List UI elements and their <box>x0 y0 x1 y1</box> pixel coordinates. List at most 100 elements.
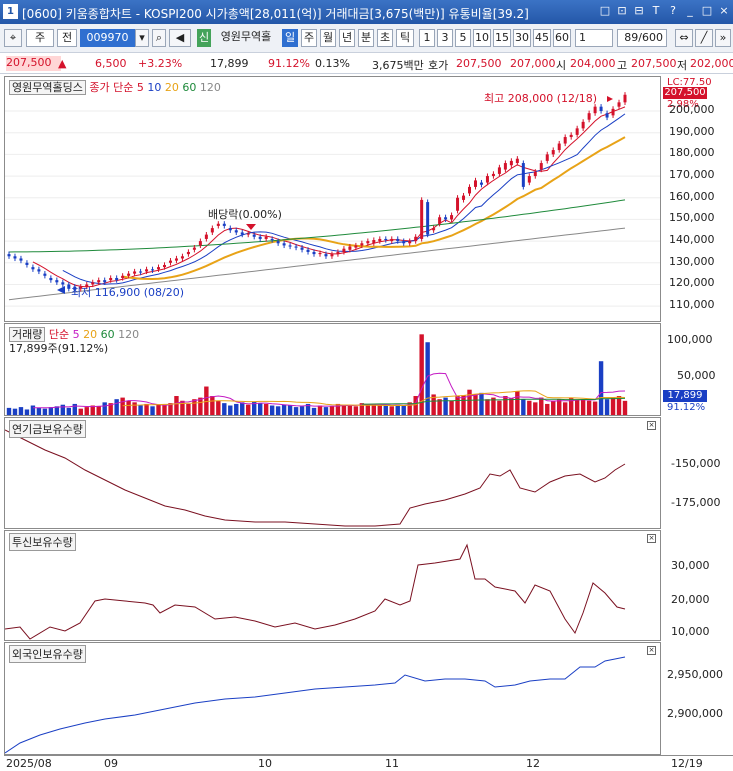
candle-body <box>115 277 119 281</box>
step-10[interactable]: 10 <box>473 29 491 47</box>
up-arrow-icon: ▲ <box>58 57 67 70</box>
maximize-button[interactable]: □ <box>701 4 713 17</box>
volume-panel[interactable]: 거래량 단순 5 20 60 120 17,899주(91.12%) <box>4 323 661 416</box>
tab-tick[interactable]: 틱 <box>396 29 414 47</box>
minimize-button[interactable]: _ <box>687 4 693 17</box>
candle-body <box>551 150 555 155</box>
candle-body <box>252 234 256 237</box>
volume-bar <box>521 399 526 415</box>
step-15[interactable]: 15 <box>493 29 511 47</box>
step-60[interactable]: 60 <box>553 29 571 47</box>
foreign-panel[interactable]: 외국인보유수량 × <box>4 642 661 755</box>
tab-month[interactable]: 월 <box>320 29 336 47</box>
candle-body <box>282 243 286 246</box>
ma-20-line <box>122 136 626 281</box>
volume-bar <box>222 403 227 415</box>
price-bar: 207,500 ▲ 6,500 +3.23% 17,899 91.12% 0.1… <box>0 53 733 74</box>
volume-bar <box>299 406 305 415</box>
volume-bar <box>162 405 167 415</box>
prev-button[interactable]: 전 <box>57 29 77 47</box>
search-icon[interactable]: ⌕ <box>152 29 166 47</box>
candle-body <box>402 241 406 244</box>
pension-close-icon[interactable]: × <box>647 421 656 430</box>
trade-value: 3,675백만 <box>372 59 424 72</box>
candle-body <box>491 173 495 177</box>
page-count[interactable]: 89/600 <box>617 29 667 47</box>
volume-bar <box>281 404 287 415</box>
price-y-tick: 160,000 <box>669 189 715 203</box>
expand-icon[interactable]: » <box>715 29 731 47</box>
stock-code-input[interactable]: 009970 <box>80 29 135 47</box>
pension-panel[interactable]: 연기금보유수량 × <box>4 417 661 529</box>
x-label-oct: 10 <box>258 757 272 770</box>
step-3[interactable]: 3 <box>437 29 453 47</box>
price-y-tick: 170,000 <box>669 168 715 182</box>
candle-body <box>324 254 328 257</box>
price-panel[interactable]: 영원무역홀딩스 종가 단순 5 10 20 60 120 최고 208,000 … <box>4 76 661 322</box>
step-5[interactable]: 5 <box>455 29 471 47</box>
candle-body <box>557 143 561 151</box>
window-menu-icon[interactable]: □ <box>599 4 611 17</box>
tab-year[interactable]: 년 <box>339 29 355 47</box>
close-button[interactable]: × <box>719 4 729 17</box>
pension-axis: -150,000 -175,000 <box>661 417 729 529</box>
volume-bar <box>246 404 251 415</box>
volume-bar <box>509 398 514 415</box>
volume-bar <box>252 401 257 415</box>
volume-label: 거래량 <box>9 327 46 342</box>
pen-tick-2: -175,000 <box>671 496 721 509</box>
trust-axis: 30,000 20,000 10,000 <box>661 530 729 641</box>
chevron-down-icon[interactable]: ▾ <box>135 29 149 47</box>
foreign-label: 외국인보유수량 <box>9 645 86 663</box>
window-title: [0600] 키움종합차트 - KOSPI200 시가총액[28,011(억)]… <box>22 7 529 21</box>
custom-step-select[interactable]: 1 <box>575 29 613 47</box>
x-label-end: 12/19 <box>671 757 703 770</box>
volume-bar <box>604 399 610 415</box>
draw-icon[interactable]: ╱ <box>695 29 713 47</box>
candle-body <box>73 286 77 290</box>
volume-bar <box>425 342 430 415</box>
foreign-close-icon[interactable]: × <box>647 646 656 655</box>
volume-axis: 100,000 50,000 17,899 91.12% <box>661 323 729 416</box>
volume-bar <box>431 394 436 415</box>
step-1[interactable]: 1 <box>419 29 435 47</box>
volume-bar <box>551 400 556 415</box>
tab-week[interactable]: 주 <box>301 29 317 47</box>
trust-panel[interactable]: 투신보유수량 × <box>4 530 661 641</box>
font-icon[interactable]: T <box>652 4 660 17</box>
ma-60: 60 <box>182 81 197 94</box>
scroll-icon[interactable]: ⇔ <box>675 29 693 47</box>
tab-day[interactable]: 일 <box>282 29 298 47</box>
candle-body <box>408 241 412 244</box>
volume-bar <box>586 400 592 415</box>
step-30[interactable]: 30 <box>513 29 531 47</box>
trust-close-icon[interactable]: × <box>647 534 656 543</box>
candle-body <box>420 199 424 239</box>
link-icon[interactable]: ⊡ <box>617 4 627 17</box>
price-y-tick: 120,000 <box>669 276 715 290</box>
candle-body <box>414 236 418 242</box>
candle-body <box>121 275 125 278</box>
volume-bar <box>48 407 54 415</box>
trust-line-chart <box>5 543 626 640</box>
split-icon[interactable]: ⊟ <box>634 4 644 17</box>
tab-second[interactable]: 초 <box>377 29 393 47</box>
tab-minute[interactable]: 분 <box>358 29 374 47</box>
volume-bar <box>592 401 598 415</box>
candle-body <box>444 217 448 220</box>
help-icon[interactable]: ? <box>670 4 676 17</box>
volume-bar <box>323 407 329 415</box>
step-45[interactable]: 45 <box>533 29 551 47</box>
crosshair-icon[interactable]: ⌖ <box>4 29 22 47</box>
candle-body <box>342 248 346 252</box>
candle-body <box>438 217 442 224</box>
candle-body <box>318 253 322 255</box>
period-select[interactable]: 주 <box>26 29 54 47</box>
candle-body <box>204 234 208 239</box>
volume-bar <box>545 403 550 415</box>
candle-body <box>139 271 143 273</box>
speaker-icon[interactable]: ◀ <box>169 29 191 47</box>
x-label-dec: 12 <box>526 757 540 770</box>
ma-5-line <box>32 106 626 288</box>
ma-20: 20 <box>164 81 179 94</box>
